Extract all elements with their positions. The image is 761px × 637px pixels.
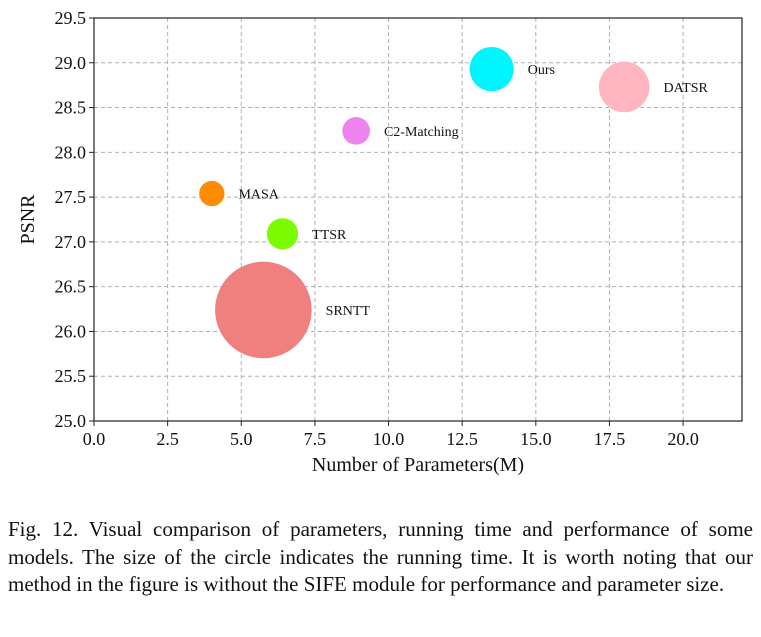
y-tick-label: 26.0 <box>55 321 87 341</box>
data-points: Ours DATSR C2-Matching MASA TTSR SRNTT <box>199 46 708 359</box>
y-axis-ticks: 25.0 25.5 26.0 26.5 27.0 27.5 28.0 28.5 29.0 29.5 <box>55 8 94 431</box>
data-point-ours <box>469 46 514 92</box>
x-tick-label: 0.0 <box>83 429 106 449</box>
data-point-datsr <box>598 61 650 113</box>
x-tick-label: 2.5 <box>156 429 179 449</box>
y-axis-label: PSNR <box>17 194 39 245</box>
x-tick-label: 7.5 <box>304 429 327 449</box>
y-tick-label: 27.5 <box>55 187 87 207</box>
y-tick-label: 28.5 <box>55 98 87 118</box>
x-tick-label: 15.0 <box>520 429 552 449</box>
y-tick-label: 29.0 <box>55 53 87 73</box>
point-label: SRNTT <box>326 304 371 319</box>
data-point-masa <box>199 180 225 207</box>
data-point-c2-matching <box>342 117 370 145</box>
plot-frame <box>93 17 743 422</box>
x-tick-label: 5.0 <box>230 429 253 449</box>
point-label: DATSR <box>663 81 708 96</box>
y-tick-label: 25.5 <box>55 366 87 386</box>
x-tick-label: 20.0 <box>667 429 699 449</box>
y-tick-label: 26.5 <box>55 277 87 297</box>
x-axis-label: Number of Parameters(M) <box>312 454 524 476</box>
x-tick-label: 17.5 <box>594 429 626 449</box>
point-label: C2-Matching <box>384 125 459 140</box>
scatter-chart: Ours DATSR C2-Matching MASA TTSR SRNTT 0.0 2.5… <box>17 8 743 476</box>
y-tick-label: 25.0 <box>55 411 87 431</box>
data-point-ttsr <box>266 218 299 250</box>
x-tick-label: 10.0 <box>373 429 405 449</box>
x-tick-label: 12.5 <box>446 429 478 449</box>
point-label: TTSR <box>312 228 347 243</box>
point-label: Ours <box>528 63 555 78</box>
data-point-srntt <box>215 261 312 359</box>
y-tick-label: 28.0 <box>55 142 87 162</box>
y-tick-label: 27.0 <box>55 232 87 252</box>
point-label: MASA <box>238 188 279 203</box>
x-axis-ticks: 0.0 2.5 5.0 7.5 10.0 12.5 15.0 17.5 20.0 <box>83 421 699 449</box>
figure-caption: Fig. 12. Visual comparison of parameters… <box>8 517 753 596</box>
y-tick-label: 29.5 <box>55 8 87 28</box>
